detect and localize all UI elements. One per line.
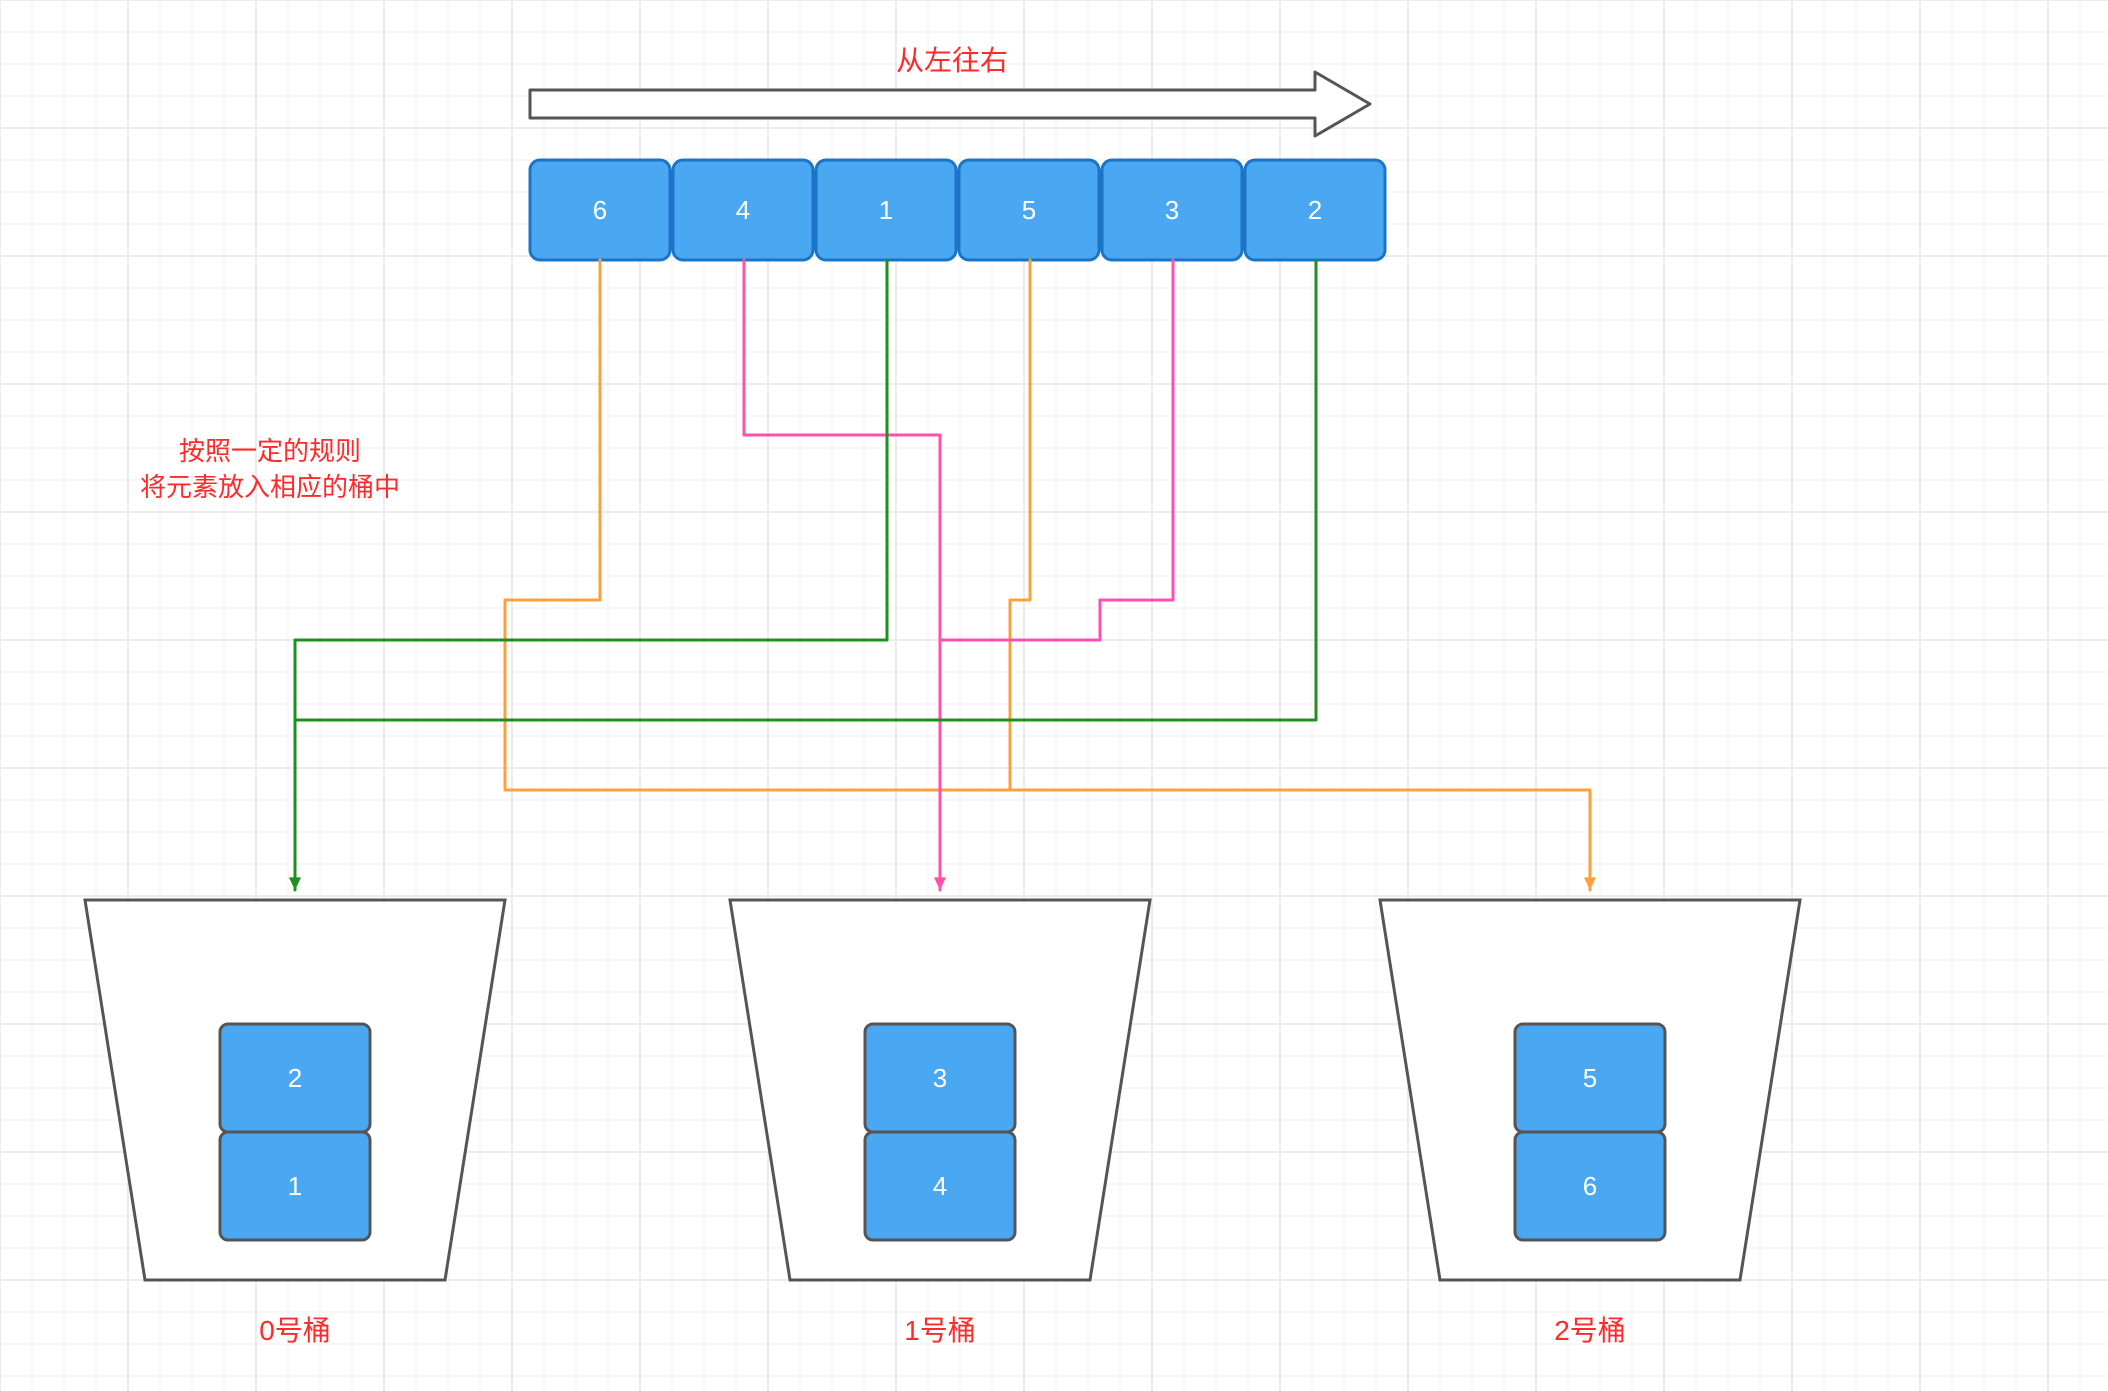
bucket-label: 1号桶 (904, 1315, 976, 1346)
flow-path (1100, 260, 1173, 600)
bucket-item-value: 1 (288, 1171, 302, 1201)
direction-arrow (530, 72, 1370, 136)
bucket: 5 6 2号桶 (1380, 900, 1800, 1346)
flow-path (744, 260, 940, 435)
bucket: 2 1 0号桶 (85, 900, 505, 1346)
bucket-item-value: 6 (1583, 1171, 1597, 1201)
bucket-item-value: 3 (933, 1063, 947, 1093)
flow-path (505, 260, 600, 600)
flow-arrowhead (1584, 877, 1596, 890)
bucket: 3 4 1号桶 (730, 900, 1150, 1346)
bucket-item-value: 2 (288, 1063, 302, 1093)
bucket-item-value: 4 (933, 1171, 947, 1201)
flow-arrowhead (289, 877, 301, 890)
bucket-label: 0号桶 (259, 1315, 331, 1346)
array-cell-value: 6 (593, 195, 607, 225)
flow-arrowhead (934, 877, 946, 890)
side-note-line: 将元素放入相应的桶中 (140, 472, 400, 502)
flow-path (940, 600, 1100, 640)
title-text: 从左往右 (896, 45, 1008, 76)
array-cell-value: 4 (736, 195, 750, 225)
side-note-line: 按照一定的规则 (179, 436, 361, 466)
flow-path (1010, 260, 1030, 600)
side-note: 按照一定的规则将元素放入相应的桶中 (140, 436, 400, 502)
bucket-label: 2号桶 (1554, 1315, 1626, 1346)
array-cell-value: 2 (1308, 195, 1322, 225)
bucket-item-value: 5 (1583, 1063, 1597, 1093)
source-array: 6 4 1 5 3 2 (530, 160, 1385, 260)
array-cell-value: 1 (879, 195, 893, 225)
flow-lines (289, 260, 1596, 890)
array-cell-value: 5 (1022, 195, 1036, 225)
array-cell-value: 3 (1165, 195, 1179, 225)
flow-path (505, 600, 1590, 890)
